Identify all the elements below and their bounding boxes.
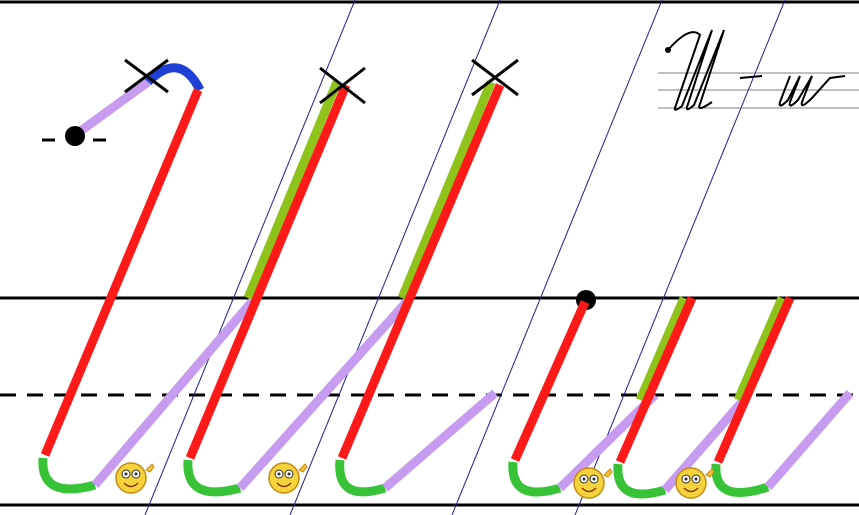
smiley-markers	[115, 462, 715, 499]
main-down-stroke	[510, 300, 590, 462]
main-down-stroke	[713, 296, 795, 464]
bottom-turn-stroke	[335, 459, 387, 497]
connector-stroke	[382, 389, 498, 492]
sample-lower-letter: ш	[800, 89, 801, 91]
stop-cross-marks	[124, 58, 519, 105]
retrace-stroke	[635, 296, 689, 402]
bottom-turn-stroke	[183, 459, 242, 497]
slant-guide	[289, 0, 501, 515]
bottom-turn-stroke	[711, 463, 770, 497]
main-down-stroke	[337, 83, 505, 460]
smiley-face	[115, 462, 155, 494]
smiley-face	[675, 467, 715, 499]
smiley-face	[268, 462, 308, 494]
connector-stroke	[236, 294, 414, 492]
uppercase-letter-strokes	[38, 63, 505, 497]
bottom-turn-stroke	[508, 461, 562, 497]
cursive-sample-stroke	[667, 29, 725, 111]
bottom-turn-stroke	[38, 457, 97, 494]
sample-upper-letter: Ш	[700, 69, 701, 71]
stop-cross	[471, 58, 519, 97]
start-dot	[65, 126, 85, 146]
bottom-turn-stroke	[613, 463, 667, 499]
slant-guide	[144, 0, 356, 515]
retrace-stroke	[243, 80, 342, 300]
slant-guides	[144, 0, 786, 515]
cursive-sample-stroke	[739, 75, 846, 107]
smiley-face	[573, 467, 613, 499]
top-loop-stroke	[144, 63, 205, 93]
connector-stroke	[91, 295, 259, 488]
stop-cross	[124, 58, 169, 94]
cursive-sample: Ш ш	[658, 29, 859, 111]
slant-guide	[451, 0, 663, 515]
main-down-stroke	[185, 83, 351, 460]
intro-hook-stroke	[72, 78, 151, 139]
lowercase-letter-strokes	[508, 296, 854, 499]
stop-cross	[319, 66, 366, 105]
slant-guide	[574, 0, 786, 515]
main-down-stroke	[615, 296, 697, 464]
connector-stroke	[764, 390, 854, 490]
retrace-stroke	[397, 80, 496, 300]
retrace-stroke	[733, 296, 787, 402]
main-down-stroke	[40, 88, 203, 457]
